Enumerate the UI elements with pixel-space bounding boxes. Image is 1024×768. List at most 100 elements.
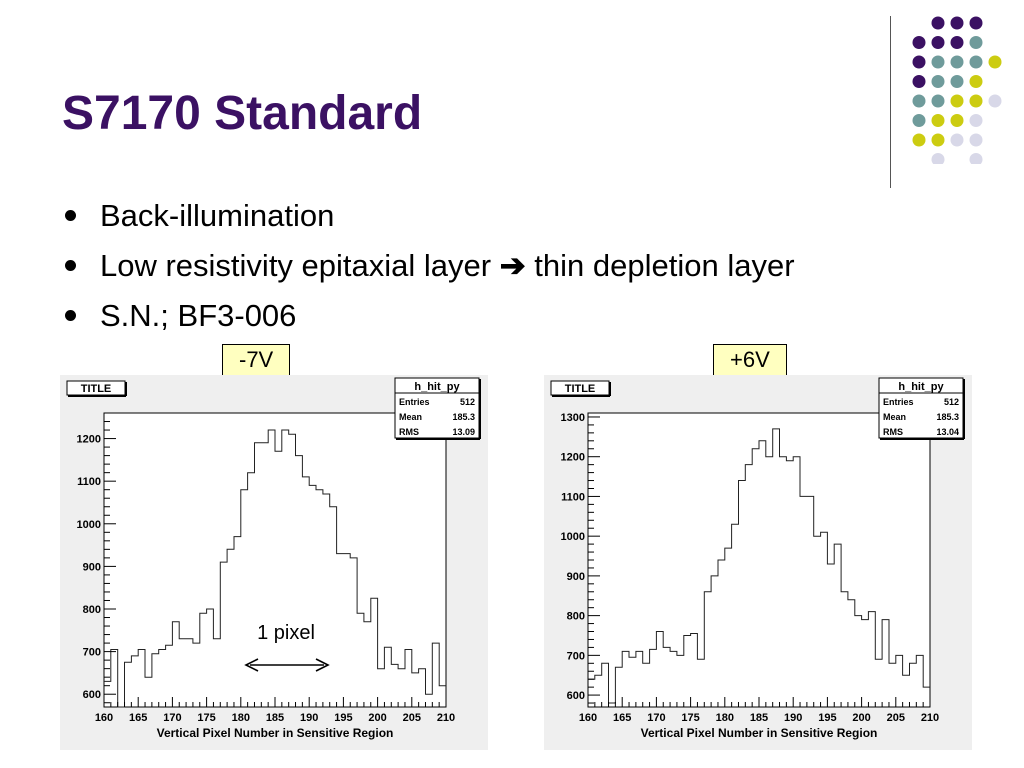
x-tick-label: 165: [129, 712, 147, 724]
teal-dot: [912, 94, 926, 108]
lavender-dot: [969, 114, 983, 127]
histogram-chart-left: 600 700 800 900 1000 1100 1200 160 165 170 175 180 1…: [66, 377, 481, 740]
yellow-dot: [931, 133, 945, 147]
x-tick-label: 195: [818, 712, 836, 724]
teal-dot: [969, 36, 983, 49]
stats-name: h_hit_py: [898, 381, 944, 393]
teal-dot: [950, 75, 964, 88]
y-tick-label: 800: [567, 611, 585, 623]
x-tick-label: 190: [300, 712, 318, 724]
lavender-dot: [969, 153, 983, 164]
y-tick-label: 600: [567, 690, 585, 702]
y-tick-label: 1200: [561, 452, 585, 464]
voltage-label-right: +6V: [713, 344, 787, 376]
purple-dot: [969, 16, 983, 30]
yellow-dot: [931, 114, 945, 127]
y-tick-label: 800: [83, 604, 101, 616]
left-arrowhead-icon: [244, 658, 259, 672]
lavender-dot: [950, 133, 964, 147]
right-arrow-icon: ➔: [499, 248, 526, 283]
bullet-item: Low resistivity epitaxial layer ➔ thin d…: [62, 246, 795, 296]
teal-dot: [931, 94, 945, 108]
lavender-dot: [931, 153, 945, 164]
y-tick-label: 900: [567, 571, 585, 583]
x-tick-label: 185: [266, 712, 284, 724]
stats-value: 512: [944, 397, 959, 407]
stats-key: Mean: [883, 412, 906, 422]
bullet-text: Back-illumination: [100, 198, 335, 233]
stats-value: 512: [460, 397, 475, 407]
title-box-label: TITLE: [81, 383, 112, 395]
x-tick-label: 180: [232, 712, 250, 724]
stats-key: Entries: [883, 397, 914, 407]
yellow-dot: [988, 55, 1002, 69]
purple-dot: [912, 75, 926, 88]
stats-key: RMS: [399, 427, 419, 437]
slide-title: S7170 Standard: [62, 87, 423, 140]
yellow-dot: [950, 114, 964, 127]
purple-dot: [912, 36, 926, 49]
x-tick-label: 175: [681, 712, 699, 724]
stats-value: 13.04: [936, 427, 959, 437]
stats-key: RMS: [883, 427, 903, 437]
teal-dot: [931, 75, 945, 88]
y-tick-label: 1000: [561, 531, 585, 543]
x-tick-label: 185: [750, 712, 768, 724]
bullet-text: S.N.; BF3-006: [100, 298, 297, 333]
decor-divider-line: [890, 16, 891, 188]
purple-dot: [912, 55, 926, 69]
y-tick-label: 1100: [561, 491, 585, 503]
bullet-list: Back-illumination Low resistivity epitax…: [62, 196, 795, 346]
x-tick-label: 175: [197, 712, 215, 724]
y-tick-label: 1200: [77, 434, 101, 446]
stats-box: [878, 377, 964, 439]
x-tick-label: 200: [368, 712, 386, 724]
teal-dot: [969, 55, 983, 69]
y-tick-label: 900: [83, 561, 101, 573]
right-arrowhead-icon: [315, 658, 330, 672]
purple-dot: [931, 36, 945, 49]
yellow-dot: [969, 75, 983, 88]
voltage-label-left: -7V: [222, 344, 291, 376]
y-tick-label: 700: [567, 650, 585, 662]
stats-value: 185.3: [452, 412, 475, 422]
lavender-dot: [969, 133, 983, 147]
x-tick-label: 170: [647, 712, 665, 724]
plot-frame: [103, 412, 447, 708]
yellow-dot: [950, 94, 964, 108]
decor-dot-grid: [912, 16, 1002, 164]
stats-name: h_hit_py: [414, 381, 460, 393]
x-axis-label: Vertical Pixel Number in Sensitive Regio…: [641, 726, 878, 740]
teal-dot: [912, 114, 926, 127]
lavender-dot: [988, 94, 1002, 108]
plot-frame: [587, 412, 931, 708]
histogram-panel-right: 600 700 800 900 1000 1100 1200 1300 160 165 170 175…: [544, 375, 972, 750]
histogram-panel-left: 600 700 800 900 1000 1100 1200 160 165 170 175 180 1…: [60, 375, 488, 750]
teal-dot: [931, 55, 945, 69]
x-tick-label: 210: [437, 712, 455, 724]
bullet-item: Back-illumination: [62, 196, 795, 246]
yellow-dot: [969, 94, 983, 108]
histogram-line: [104, 429, 446, 708]
x-tick-label: 205: [887, 712, 905, 724]
bullet-item: S.N.; BF3-006: [62, 296, 795, 346]
stats-key: Entries: [399, 397, 430, 407]
y-tick-label: 600: [83, 689, 101, 701]
bullet-text: Low resistivity epitaxial layer: [100, 248, 500, 283]
histogram-line: [588, 428, 930, 704]
x-tick-label: 160: [95, 712, 113, 724]
x-tick-label: 200: [852, 712, 870, 724]
stats-value: 185.3: [936, 412, 959, 422]
x-tick-label: 165: [613, 712, 631, 724]
stats-value: 13.09: [452, 427, 475, 437]
purple-dot: [950, 36, 964, 49]
purple-dot: [931, 16, 945, 30]
x-tick-label: 210: [921, 712, 939, 724]
y-tick-label: 1100: [77, 476, 101, 488]
x-tick-label: 160: [579, 712, 597, 724]
y-tick-label: 1300: [561, 412, 585, 424]
teal-dot: [950, 55, 964, 69]
x-tick-label: 205: [403, 712, 421, 724]
stats-key: Mean: [399, 412, 422, 422]
pixel-annotation-text: 1 pixel: [257, 622, 315, 644]
